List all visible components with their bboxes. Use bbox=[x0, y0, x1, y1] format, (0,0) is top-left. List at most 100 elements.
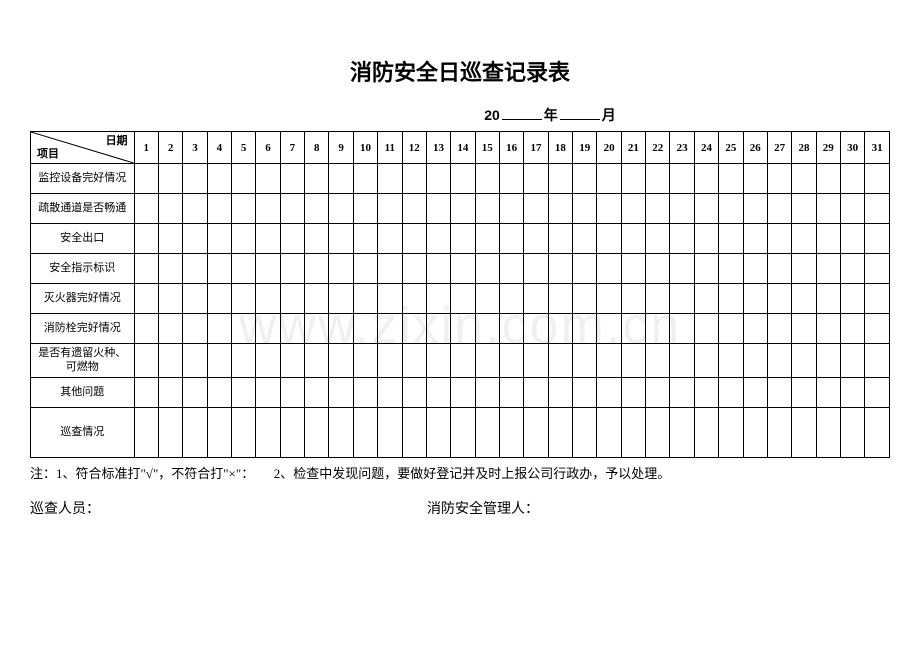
cell bbox=[183, 194, 207, 224]
cell bbox=[451, 284, 475, 314]
cell bbox=[670, 224, 694, 254]
day-header: 11 bbox=[378, 132, 402, 164]
cell bbox=[329, 377, 353, 407]
row-label: 灭火器完好情况 bbox=[31, 284, 135, 314]
cell bbox=[597, 254, 621, 284]
cell bbox=[670, 377, 694, 407]
cell bbox=[134, 284, 158, 314]
year-label: 年 bbox=[544, 107, 558, 123]
cell bbox=[329, 284, 353, 314]
row-label: 消防栓完好情况 bbox=[31, 314, 135, 344]
cell bbox=[597, 344, 621, 378]
cell bbox=[694, 314, 718, 344]
cell bbox=[232, 254, 256, 284]
cell bbox=[816, 407, 840, 457]
cell bbox=[499, 344, 523, 378]
cell bbox=[158, 314, 182, 344]
cell bbox=[670, 407, 694, 457]
cell bbox=[305, 194, 329, 224]
cell bbox=[305, 344, 329, 378]
cell bbox=[694, 284, 718, 314]
row-label: 其他问题 bbox=[31, 377, 135, 407]
cell bbox=[232, 377, 256, 407]
day-header: 25 bbox=[719, 132, 743, 164]
cell bbox=[499, 164, 523, 194]
cell bbox=[621, 407, 645, 457]
cell bbox=[524, 254, 548, 284]
cell bbox=[670, 164, 694, 194]
day-header: 12 bbox=[402, 132, 426, 164]
cell bbox=[353, 194, 377, 224]
cell bbox=[524, 314, 548, 344]
cell bbox=[524, 407, 548, 457]
cell bbox=[621, 164, 645, 194]
cell bbox=[792, 194, 816, 224]
signature-line: 巡查人员： 消防安全管理人： bbox=[30, 498, 890, 518]
cell bbox=[865, 284, 890, 314]
day-header: 1 bbox=[134, 132, 158, 164]
cell bbox=[426, 224, 450, 254]
cell bbox=[719, 344, 743, 378]
cell bbox=[865, 224, 890, 254]
cell bbox=[840, 254, 864, 284]
day-header: 3 bbox=[183, 132, 207, 164]
cell bbox=[524, 284, 548, 314]
cell bbox=[378, 164, 402, 194]
cell bbox=[232, 407, 256, 457]
cell bbox=[719, 194, 743, 224]
cell bbox=[524, 377, 548, 407]
cell bbox=[158, 224, 182, 254]
cell bbox=[207, 194, 231, 224]
cell bbox=[402, 344, 426, 378]
cell bbox=[232, 164, 256, 194]
day-header: 14 bbox=[451, 132, 475, 164]
cell bbox=[183, 164, 207, 194]
day-header: 28 bbox=[792, 132, 816, 164]
cell bbox=[865, 344, 890, 378]
cell bbox=[280, 284, 304, 314]
cell bbox=[646, 407, 670, 457]
cell bbox=[767, 254, 791, 284]
cell bbox=[670, 254, 694, 284]
cell bbox=[402, 377, 426, 407]
cell bbox=[865, 194, 890, 224]
cell bbox=[743, 407, 767, 457]
day-header: 8 bbox=[305, 132, 329, 164]
cell bbox=[499, 284, 523, 314]
cell bbox=[280, 344, 304, 378]
day-header: 13 bbox=[426, 132, 450, 164]
cell bbox=[548, 344, 572, 378]
cell bbox=[426, 377, 450, 407]
cell bbox=[646, 254, 670, 284]
cell bbox=[158, 164, 182, 194]
cell bbox=[767, 194, 791, 224]
cell bbox=[475, 344, 499, 378]
cell bbox=[792, 164, 816, 194]
cell bbox=[719, 314, 743, 344]
cell bbox=[134, 377, 158, 407]
cell bbox=[256, 224, 280, 254]
cell bbox=[840, 224, 864, 254]
cell bbox=[451, 164, 475, 194]
cell bbox=[280, 224, 304, 254]
cell bbox=[524, 164, 548, 194]
cell bbox=[573, 224, 597, 254]
cell bbox=[232, 224, 256, 254]
cell bbox=[499, 407, 523, 457]
notes-text: 注：1、符合标准打"√"，不符合打"×"： 2、检查中发现问题，要做好登记并及时… bbox=[30, 464, 890, 485]
cell bbox=[767, 407, 791, 457]
cell bbox=[256, 164, 280, 194]
cell bbox=[232, 314, 256, 344]
cell bbox=[353, 407, 377, 457]
cell bbox=[548, 164, 572, 194]
cell bbox=[597, 314, 621, 344]
cell bbox=[451, 224, 475, 254]
cell bbox=[158, 344, 182, 378]
cell bbox=[280, 407, 304, 457]
cell bbox=[451, 194, 475, 224]
cell bbox=[767, 314, 791, 344]
cell bbox=[329, 314, 353, 344]
cell bbox=[767, 377, 791, 407]
cell bbox=[402, 254, 426, 284]
cell bbox=[305, 224, 329, 254]
